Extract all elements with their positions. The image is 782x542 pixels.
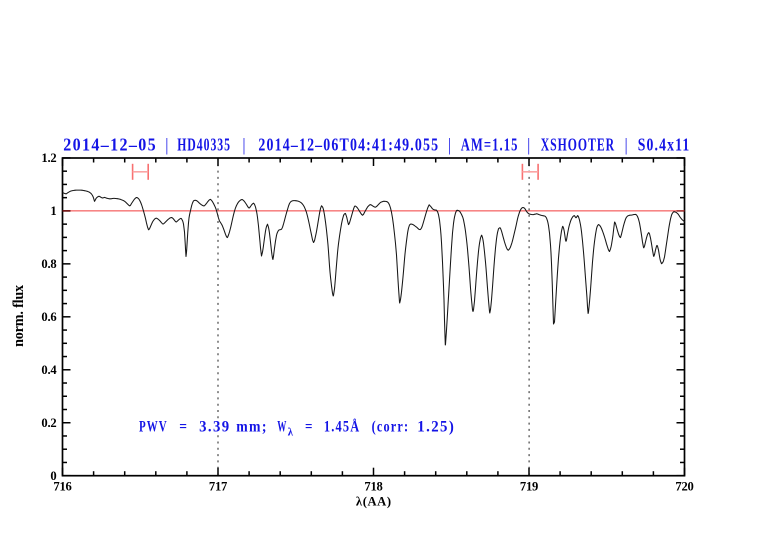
svg-text:716: 716 — [53, 480, 71, 494]
svg-text:1.2: 1.2 — [41, 151, 56, 165]
svg-text:717: 717 — [209, 480, 227, 494]
svg-text:norm. flux: norm. flux — [11, 284, 27, 347]
svg-text:λ(AA): λ(AA) — [356, 495, 392, 509]
svg-text:1: 1 — [50, 204, 56, 218]
svg-text:2014–12–05|HD40335|2014–12–06T: 2014–12–05 | HD40335 | 2014–12–06T04:41:49.0… — [63, 135, 690, 155]
svg-text:0.4: 0.4 — [41, 363, 57, 377]
svg-text:0.6: 0.6 — [41, 310, 56, 324]
svg-text:0.2: 0.2 — [41, 416, 56, 430]
svg-text:720: 720 — [675, 480, 693, 494]
svg-text:719: 719 — [520, 480, 538, 494]
svg-text:0: 0 — [50, 469, 56, 483]
svg-text:718: 718 — [364, 480, 382, 494]
svg-text:0.8: 0.8 — [41, 257, 56, 271]
